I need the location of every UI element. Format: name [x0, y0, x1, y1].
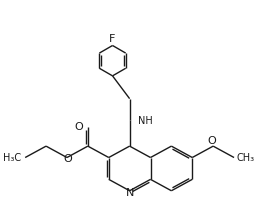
Text: O: O — [74, 122, 83, 132]
Text: O: O — [63, 155, 72, 165]
Text: CH₃: CH₃ — [237, 153, 255, 163]
Text: H₃C: H₃C — [3, 153, 21, 163]
Text: F: F — [109, 34, 116, 44]
Text: O: O — [208, 136, 217, 146]
Text: NH: NH — [138, 117, 153, 127]
Text: N: N — [125, 188, 134, 198]
